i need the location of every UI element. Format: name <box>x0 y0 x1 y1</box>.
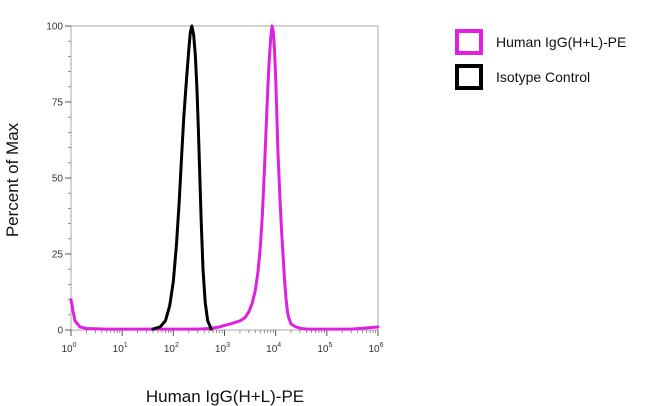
plot-frame <box>70 25 379 331</box>
x-tick-label: 105 <box>317 342 332 355</box>
x-tick-label: 103 <box>215 342 230 355</box>
y-tick-label: 50 <box>52 174 64 185</box>
y-tick-label: 25 <box>52 250 64 261</box>
legend-label: Human IgG(H+L)-PE <box>496 34 626 50</box>
x-tick-label: 100 <box>61 342 76 355</box>
x-tick-label: 104 <box>266 342 281 355</box>
x-tick-label: 101 <box>113 342 128 355</box>
x-tick-label: 106 <box>368 342 383 355</box>
legend-swatch <box>455 29 483 55</box>
legend-item: Human IgG(H+L)-PE <box>455 29 626 55</box>
legend-item: Isotype Control <box>455 64 590 90</box>
y-axis-title: Percent of Max <box>3 122 22 237</box>
x-axis: 100 101 102 103 104 105 106 <box>61 330 384 355</box>
y-tick-label: 100 <box>46 22 63 33</box>
legend-swatch <box>455 64 483 90</box>
x-tick-label: 102 <box>164 342 179 355</box>
legend-label: Isotype Control <box>496 69 590 85</box>
y-tick-label: 75 <box>52 98 64 109</box>
series-line-1 <box>151 24 213 331</box>
y-tick-label: 0 <box>57 326 63 337</box>
legend: Human IgG(H+L)-PE Isotype Control <box>455 29 626 90</box>
x-axis-title: Human IgG(H+L)-PE <box>146 387 304 406</box>
series-line-0 <box>69 24 380 331</box>
series-layer <box>69 24 380 331</box>
y-axis: 0 25 50 75 100 <box>46 22 71 337</box>
